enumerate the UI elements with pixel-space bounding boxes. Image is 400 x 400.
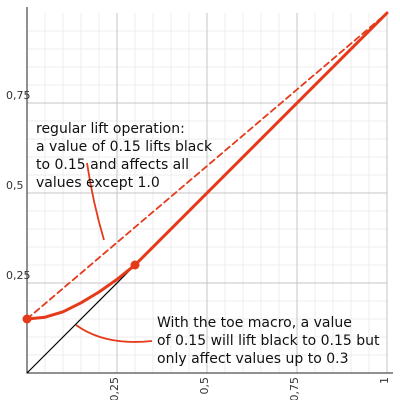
series [25, 11, 389, 374]
markers [22, 260, 140, 324]
x-tick-label: 0,5 [198, 377, 211, 395]
series-marker [130, 260, 140, 270]
regular-lift-note-line: regular lift operation: [36, 121, 185, 137]
tick-labels: 0,25 0,5 0,75 1 0,25 0,5 0,75 [6, 89, 391, 400]
toe-macro-curve-line [25, 263, 137, 321]
grid [27, 13, 388, 373]
regular-lift-note: regular lift operation: a value of 0.15 l… [36, 121, 213, 191]
series-marker [22, 314, 32, 324]
y-tick-label: 0,5 [6, 179, 24, 192]
y-tick-label: 0,25 [6, 269, 31, 282]
callouts [75, 162, 153, 343]
toe-macro-note-line: of 0.15 will lift black to 0.15 but [157, 333, 380, 349]
toe-macro-linear-line [133, 11, 389, 267]
axes [26, 7, 393, 374]
y-tick-label: 0,75 [6, 89, 31, 102]
regular-lift-line [26, 12, 388, 320]
regular-lift-note-line: a value of 0.15 lifts black [36, 139, 213, 155]
regular-lift-note-line: to 0.15 and affects all [36, 157, 189, 173]
toe-macro-callout [75, 324, 153, 343]
toe-macro-note-line: With the toe macro, a value [157, 315, 352, 331]
x-tick-label: 1 [378, 377, 391, 384]
regular-lift-note-line: values except 1.0 [36, 175, 160, 191]
toe-macro-note-line: only affect values up to 0.3 [157, 351, 349, 367]
regular-lift-callout [86, 162, 105, 241]
x-tick-label: 0,75 [288, 377, 301, 400]
annotations: regular lift operation: a value of 0.15 l… [36, 121, 380, 367]
x-tick-label: 0,25 [108, 377, 121, 400]
toe-macro-note: With the toe macro, a value of 0.15 will … [157, 315, 380, 367]
